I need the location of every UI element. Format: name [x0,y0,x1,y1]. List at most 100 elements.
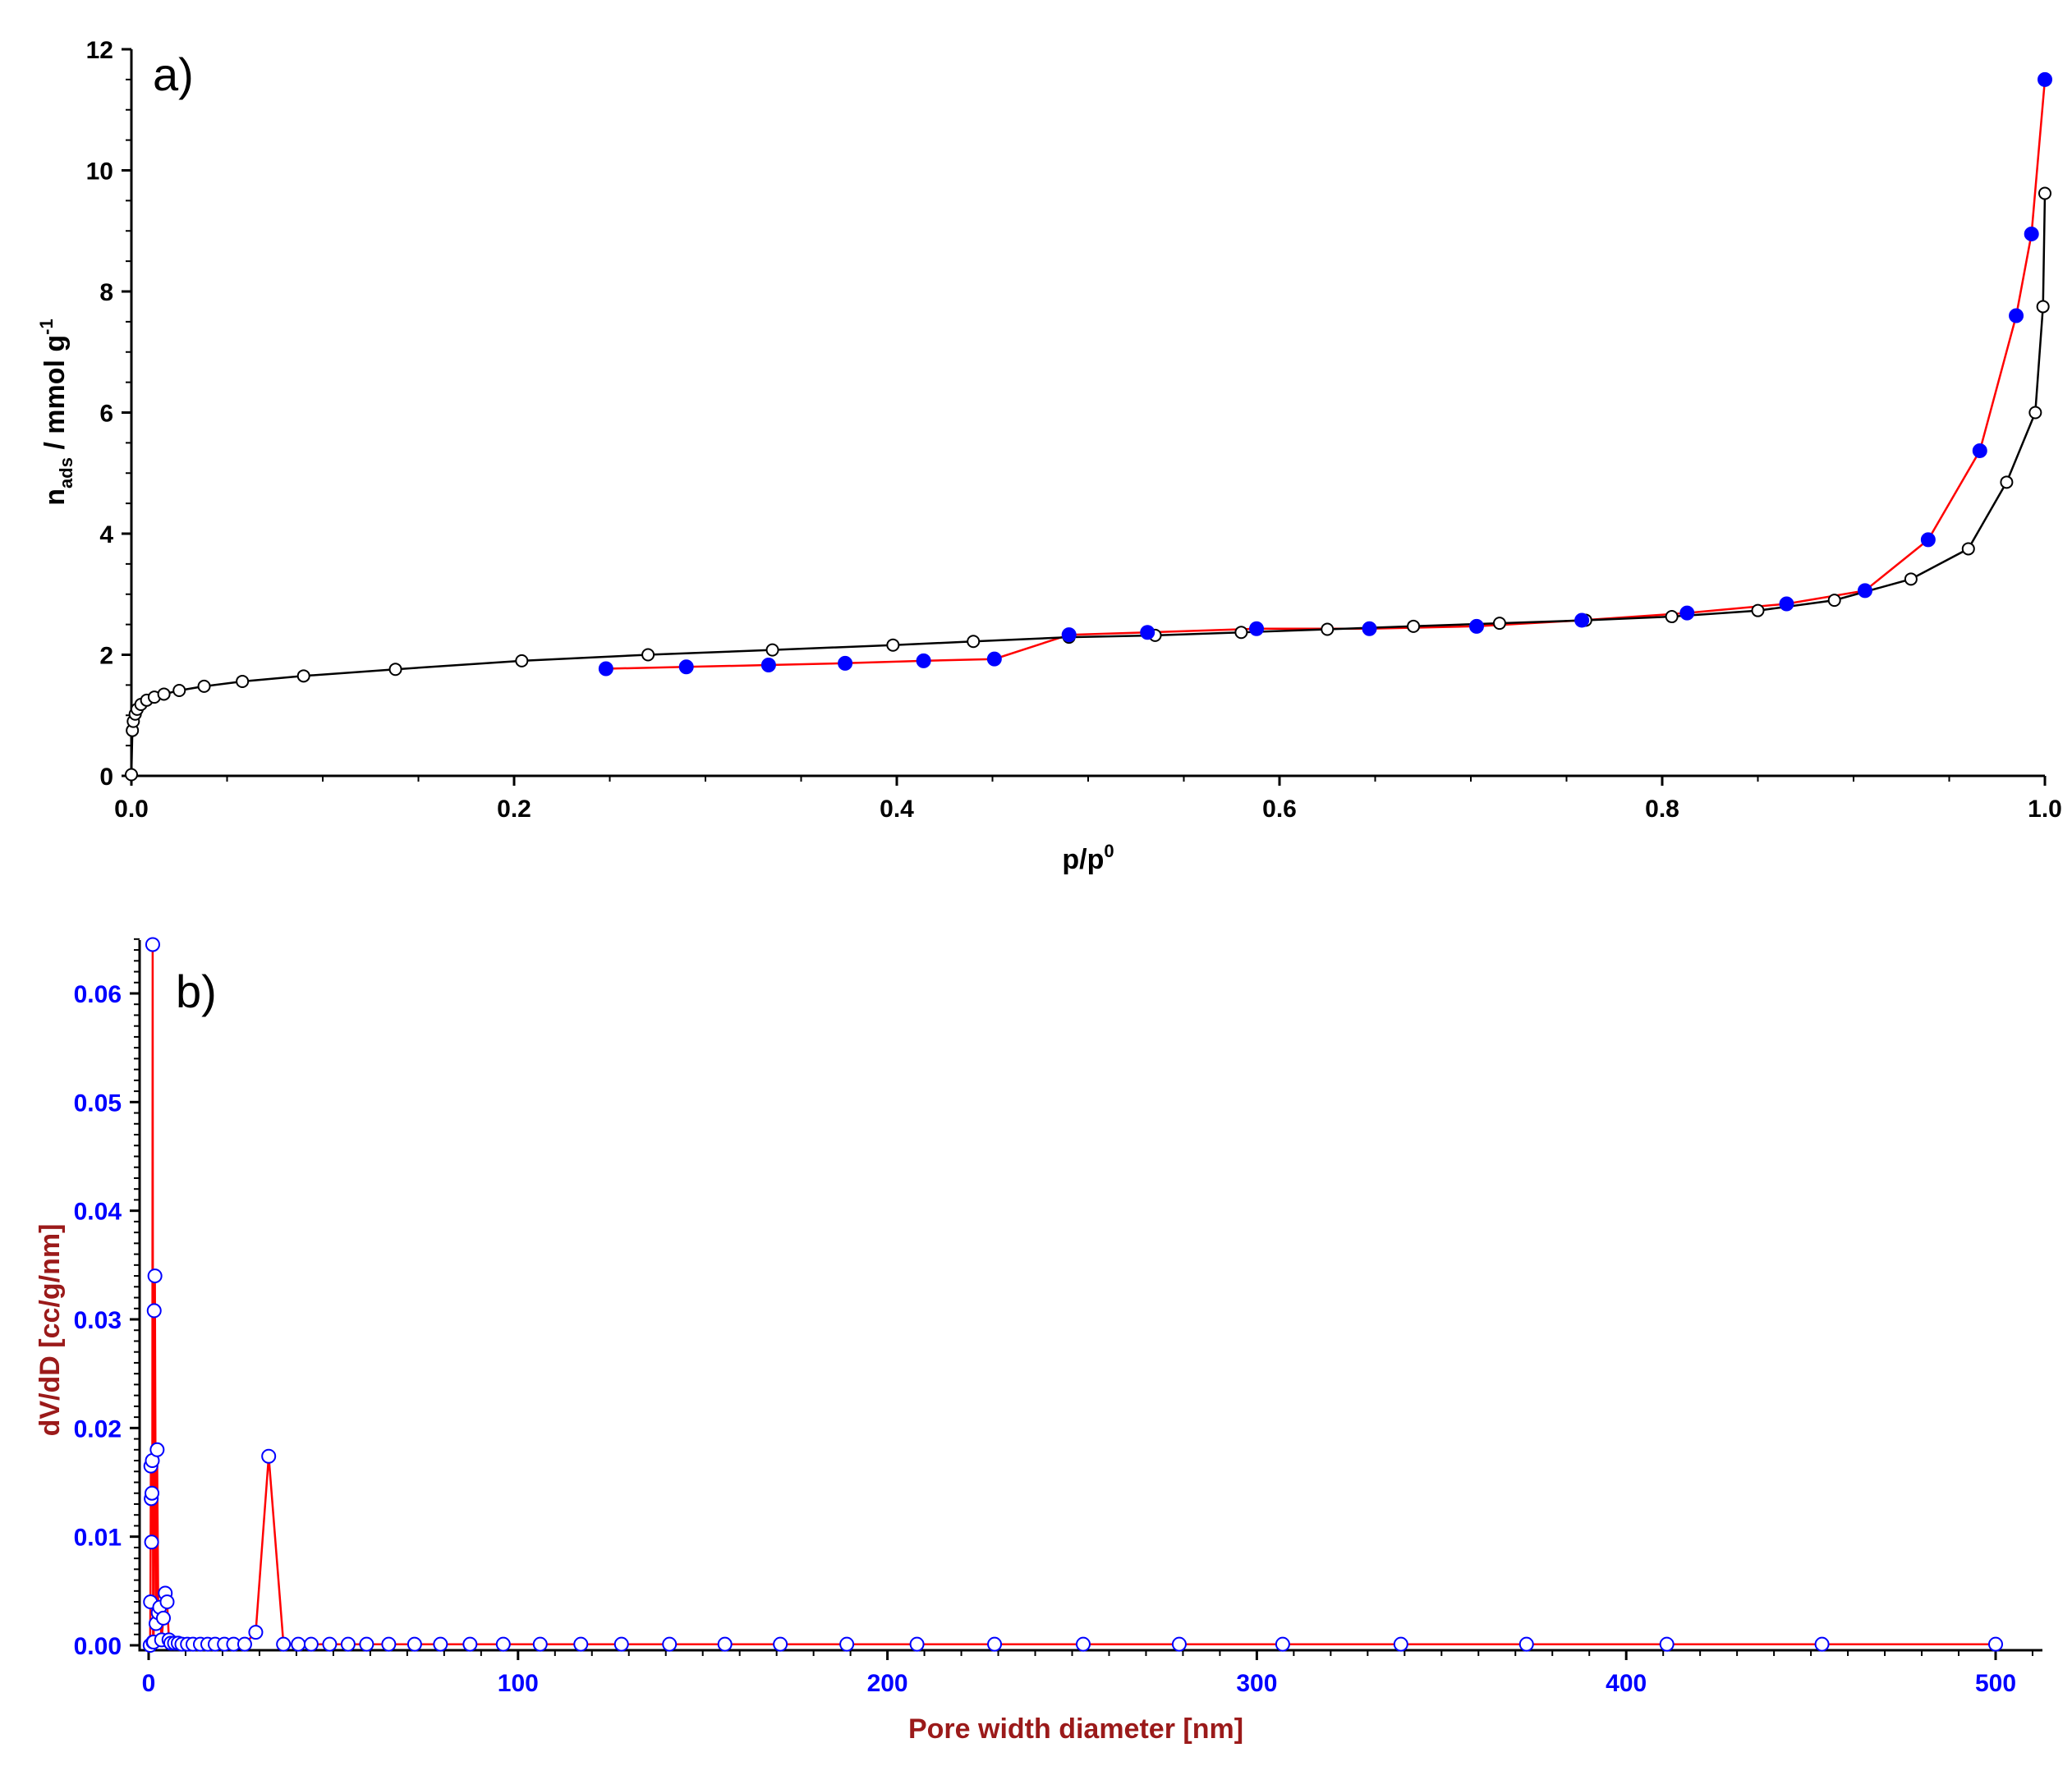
a-desorption-point [1920,532,1936,548]
b-y-tick-label: 0.02 [74,1415,122,1443]
a-desorption-point [838,655,853,671]
a-desorption-point [2038,71,2052,87]
a-y-tick-label: 10 [86,158,113,186]
b-distribution-point [303,1636,319,1652]
a-desorption-point [1140,625,1155,640]
b-y-tick-label: 0.00 [74,1633,122,1660]
a-adsorption-point [1492,617,1506,631]
b-distribution-point [159,1594,175,1610]
a-y-tick-label: 0 [99,764,113,791]
a-x-tick-label: 1.0 [2028,796,2062,823]
panel-b-label: b) [176,966,217,1017]
a-desorption-point [1857,583,1872,599]
a-adsorption-point [125,768,138,782]
b-y-tick-label: 0.04 [74,1199,122,1226]
a-x-tick-label: 0.4 [880,796,914,823]
b-distribution-point [662,1636,678,1652]
a-adsorption-point [197,679,211,693]
b-distribution-point [909,1636,925,1652]
panel-b: 0 100 200 300 400 500 0.00 0.01 0.02 0.03 0.04 0.05… [34,937,2042,1745]
a-desorption-point [1249,621,1265,636]
panel-a: 0.0 0.2 0.4 0.6 0.8 1.0 0 2 4 6 8 10 12 a) p/p0 nads… [36,37,2062,875]
a-adsorption-line [130,193,2047,775]
b-distribution-point [1075,1636,1091,1652]
a-adsorption-point [172,684,186,698]
a-adsorption-point [1751,603,1765,617]
a-adsorption-point [1961,542,1975,556]
a-adsorption-point [1321,622,1335,636]
b-distribution-point [149,1442,165,1457]
panel-a-y-axis-title: nads / mmol g-1 [36,319,76,506]
b-distribution-point [291,1636,306,1652]
b-distribution-point [433,1636,448,1652]
b-distribution-point [147,1268,163,1284]
a-y-tick-label: 6 [99,401,113,428]
panel-b-series [142,937,2003,1653]
b-distribution-point [1659,1636,1675,1652]
b-x-tick-label: 200 [867,1670,908,1697]
panel-b-ticks: 0 100 200 300 400 500 0.00 0.01 0.02 0.03 0.04 0.05… [74,938,2033,1697]
b-x-tick-label: 400 [1606,1670,1647,1697]
b-x-tick-label: 300 [1236,1670,1277,1697]
b-distribution-point [155,1610,171,1626]
a-desorption-point [760,658,776,673]
panel-b-y-axis-title: dV/dD [cc/g/nm] [34,1224,66,1437]
b-x-tick-label: 100 [498,1670,539,1697]
b-distribution-point [987,1636,1003,1652]
panel-a-x-axis-title: p/p0 [1062,841,1114,875]
a-x-tick-label: 0.2 [497,796,531,823]
a-adsorption-point [641,648,655,662]
a-adsorption-point [967,635,981,649]
a-adsorption-point [1407,619,1421,633]
a-desorption-point [1362,621,1377,636]
b-x-tick-label: 0 [142,1670,156,1697]
b-distribution-point [381,1636,397,1652]
b-y-tick-label: 0.03 [74,1307,122,1334]
a-adsorption-point [2038,186,2051,200]
b-distribution-point [1518,1636,1534,1652]
a-desorption-point [1779,596,1794,612]
b-distribution-point [359,1636,374,1652]
a-x-tick-label: 0.8 [1645,796,1679,823]
a-y-tick-label: 4 [99,521,113,548]
a-adsorption-point [296,669,310,683]
b-y-tick-label: 0.01 [74,1525,122,1552]
a-desorption-point [598,661,613,677]
panel-a-series [125,71,2052,782]
a-desorption-point [2009,308,2024,323]
a-y-tick-label: 8 [99,279,113,306]
a-adsorption-point [1827,594,1841,608]
panel-a-label: a) [153,48,194,100]
a-adsorption-point [1234,626,1248,640]
b-distribution-point [495,1636,511,1652]
b-distribution-point [146,1303,162,1319]
a-y-tick-label: 12 [86,37,113,64]
panel-a-ticks: 0.0 0.2 0.4 0.6 0.8 1.0 0 2 4 6 8 10 12 [86,37,2062,823]
a-desorption-point [1061,627,1077,643]
b-distribution-point [532,1636,548,1652]
b-distribution-point [407,1636,422,1652]
b-distribution-point [717,1636,733,1652]
b-distribution-point [1275,1636,1290,1652]
b-distribution-point [462,1636,478,1652]
a-desorption-point [678,659,694,675]
a-desorption-line [605,79,2047,670]
a-desorption-point [2024,226,2039,241]
a-desorption-point [986,651,1002,667]
a-x-tick-label: 0.0 [114,796,149,823]
b-distribution-point [613,1636,629,1652]
a-x-tick-label: 0.6 [1262,796,1297,823]
b-distribution-point [1171,1636,1187,1652]
a-adsorption-point [1904,572,1918,586]
b-distribution-point [237,1636,252,1652]
b-distribution-point [573,1636,589,1652]
b-distribution-point [1393,1636,1408,1652]
a-adsorption-point [2000,475,2014,489]
a-adsorption-point [515,654,529,667]
a-desorption-point [1972,443,1987,458]
a-adsorption-point [2036,300,2050,314]
a-adsorption-point [2028,406,2042,420]
b-distribution-point [322,1636,338,1652]
b-distribution-point [145,937,160,952]
